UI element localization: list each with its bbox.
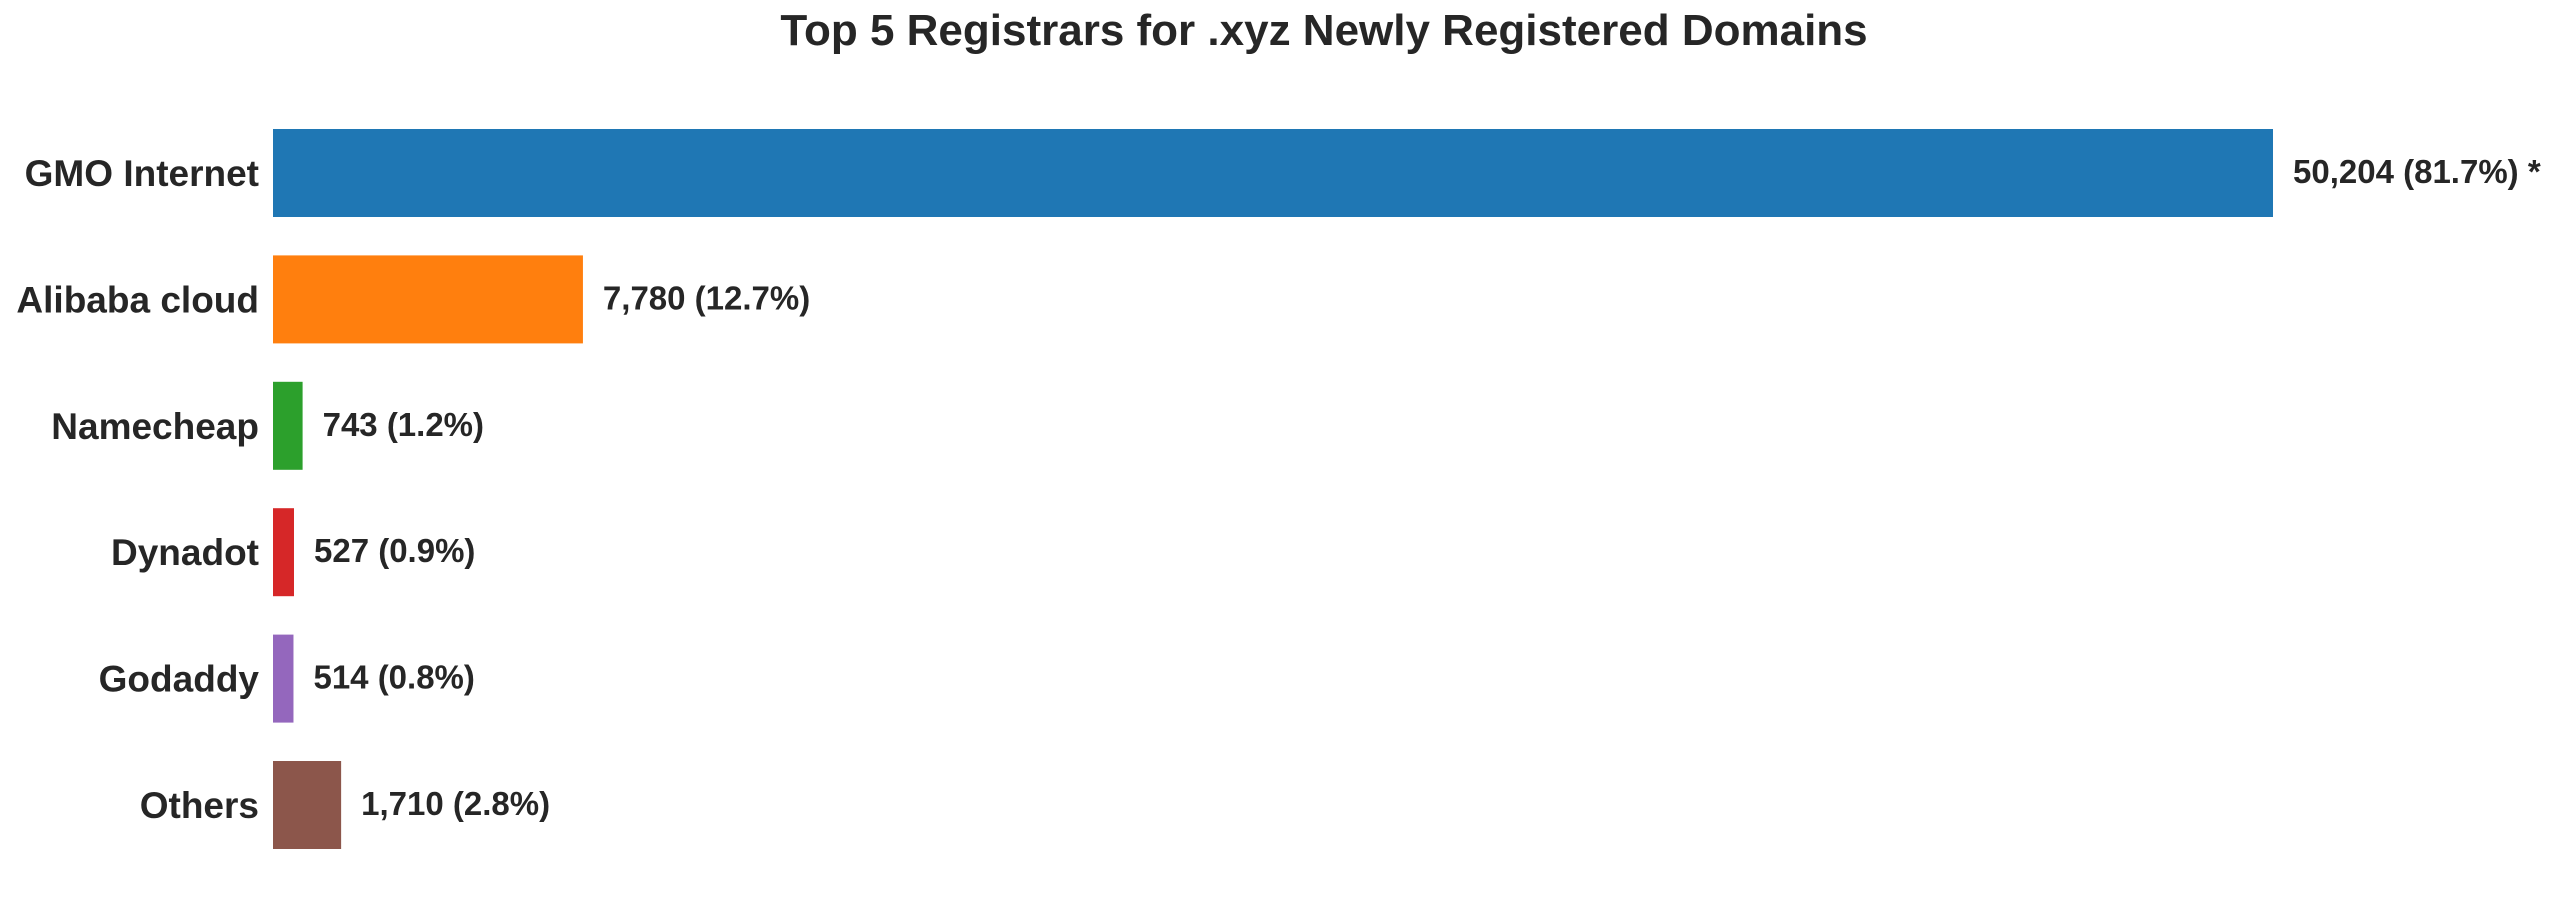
category-label-namecheap: Namecheap [51,406,259,447]
bar-alibaba-cloud [273,255,583,344]
value-label-others: 1,710 (2.8%) [361,785,550,822]
value-label-godaddy: 514 (0.8%) [313,659,474,696]
category-label-dynadot: Dynadot [111,532,259,573]
bar-godaddy [273,634,294,723]
category-label-alibaba-cloud: Alibaba cloud [16,279,259,320]
bar-others [273,761,342,849]
category-label-others: Others [140,785,259,826]
chart-title: Top 5 Registrars for .xyz Newly Register… [780,6,1867,55]
value-labels-group: 50,204 (81.7%) * 7,780 (12.7%) 743 (1.2%) 5… [313,153,2540,822]
value-label-alibaba-cloud: 7,780 (12.7%) [603,279,810,316]
bar-namecheap [273,381,303,470]
bars-group [273,129,2273,849]
category-label-godaddy: Godaddy [99,659,260,700]
bar-dynadot [273,508,294,597]
value-label-gmo-internet: 50,204 (81.7%) * [2293,153,2541,190]
bar-gmo-internet [273,129,2273,217]
category-labels-group: GMO Internet Alibaba cloud Namecheap Dynado… [16,153,259,826]
value-label-namecheap: 743 (1.2%) [323,406,484,443]
value-label-dynadot: 527 (0.9%) [314,532,475,569]
category-label-gmo-internet: GMO Internet [25,153,259,194]
